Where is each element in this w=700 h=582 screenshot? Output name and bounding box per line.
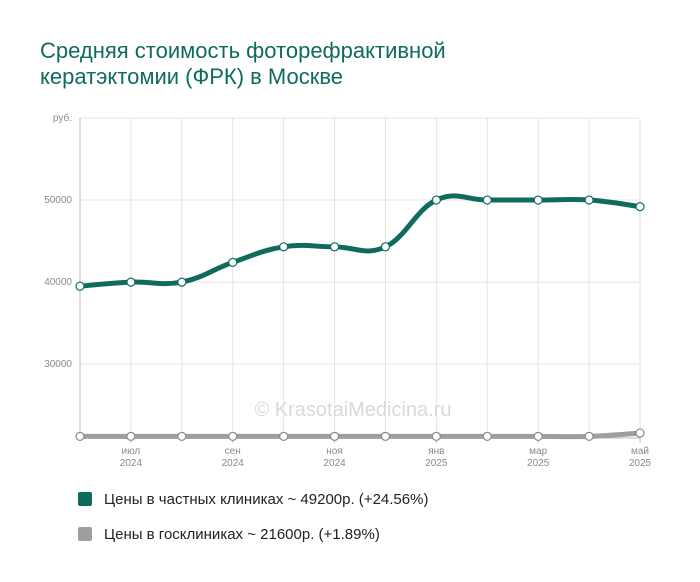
data-point-public[interactable] xyxy=(482,431,492,441)
data-point-private[interactable] xyxy=(482,195,492,205)
data-point-public[interactable] xyxy=(584,431,594,441)
x-tick-label-month: сен xyxy=(225,446,241,457)
x-tick-label-year: 2024 xyxy=(323,458,346,469)
chart-title-line-1: Средняя стоимость фоторефрактивной xyxy=(40,38,446,63)
watermark: © KrasotaiMedicina.ru xyxy=(254,399,451,421)
data-point-private[interactable] xyxy=(279,242,289,252)
data-point-public[interactable] xyxy=(380,431,391,441)
x-tick-label-year: 2024 xyxy=(222,458,245,469)
data-point-private[interactable] xyxy=(177,277,187,287)
data-point-private[interactable] xyxy=(431,195,441,205)
data-point-public[interactable] xyxy=(533,431,543,441)
y-tick-label: 30000 xyxy=(44,359,72,370)
data-point-private[interactable] xyxy=(635,202,645,212)
data-point-public[interactable] xyxy=(431,431,441,441)
x-tick-label-month: ноя xyxy=(326,446,343,457)
chart-title: Средняя стоимость фоторефрактивной керат… xyxy=(40,38,660,90)
data-point-public[interactable] xyxy=(126,431,136,441)
data-point-private[interactable] xyxy=(584,195,594,205)
legend-label-public: Цены в госклиниках ~ 21600р. (+1.89%) xyxy=(104,525,380,543)
series-line-private xyxy=(77,193,643,289)
data-point-public[interactable] xyxy=(177,431,187,441)
data-point-private[interactable] xyxy=(75,281,85,291)
y-tick-label: 50000 xyxy=(44,195,72,206)
x-tick-label-month: янв xyxy=(428,446,444,457)
data-point-public[interactable] xyxy=(635,428,645,438)
legend-label-private: Цены в частных клиниках ~ 49200р. (+24.5… xyxy=(104,490,429,508)
data-point-private[interactable] xyxy=(380,242,391,252)
series-line-public xyxy=(77,430,643,440)
legend-item-private[interactable]: Цены в частных клиниках ~ 49200р. (+24.5… xyxy=(78,487,428,511)
chart-title-line-2: кератэктомии (ФРК) в Москве xyxy=(40,64,344,89)
x-tick-label-month: май xyxy=(631,446,649,457)
data-point-public[interactable] xyxy=(75,431,85,441)
x-tick-label-month: июл xyxy=(122,446,141,457)
data-point-private[interactable] xyxy=(329,242,340,252)
x-tick-label-year: 2025 xyxy=(629,458,652,469)
data-point-public[interactable] xyxy=(228,431,238,441)
y-unit-label: руб. xyxy=(53,112,72,124)
x-tick-label-year: 2024 xyxy=(120,458,143,469)
legend-swatch-public xyxy=(78,527,92,541)
x-tick-label-month: мар xyxy=(529,446,547,457)
legend: Цены в частных клиниках ~ 49200р. (+24.5… xyxy=(78,487,428,546)
data-point-private[interactable] xyxy=(228,257,238,268)
x-tick-label-year: 2025 xyxy=(527,458,550,469)
legend-item-public[interactable]: Цены в госклиниках ~ 21600р. (+1.89%) xyxy=(78,522,428,546)
data-point-private[interactable] xyxy=(533,195,543,205)
y-tick-label: 40000 xyxy=(44,277,72,288)
x-tick-label-year: 2025 xyxy=(425,458,448,469)
data-point-public[interactable] xyxy=(279,431,289,441)
data-point-public[interactable] xyxy=(329,431,340,441)
legend-swatch-private xyxy=(78,492,92,506)
data-point-private[interactable] xyxy=(126,277,136,287)
